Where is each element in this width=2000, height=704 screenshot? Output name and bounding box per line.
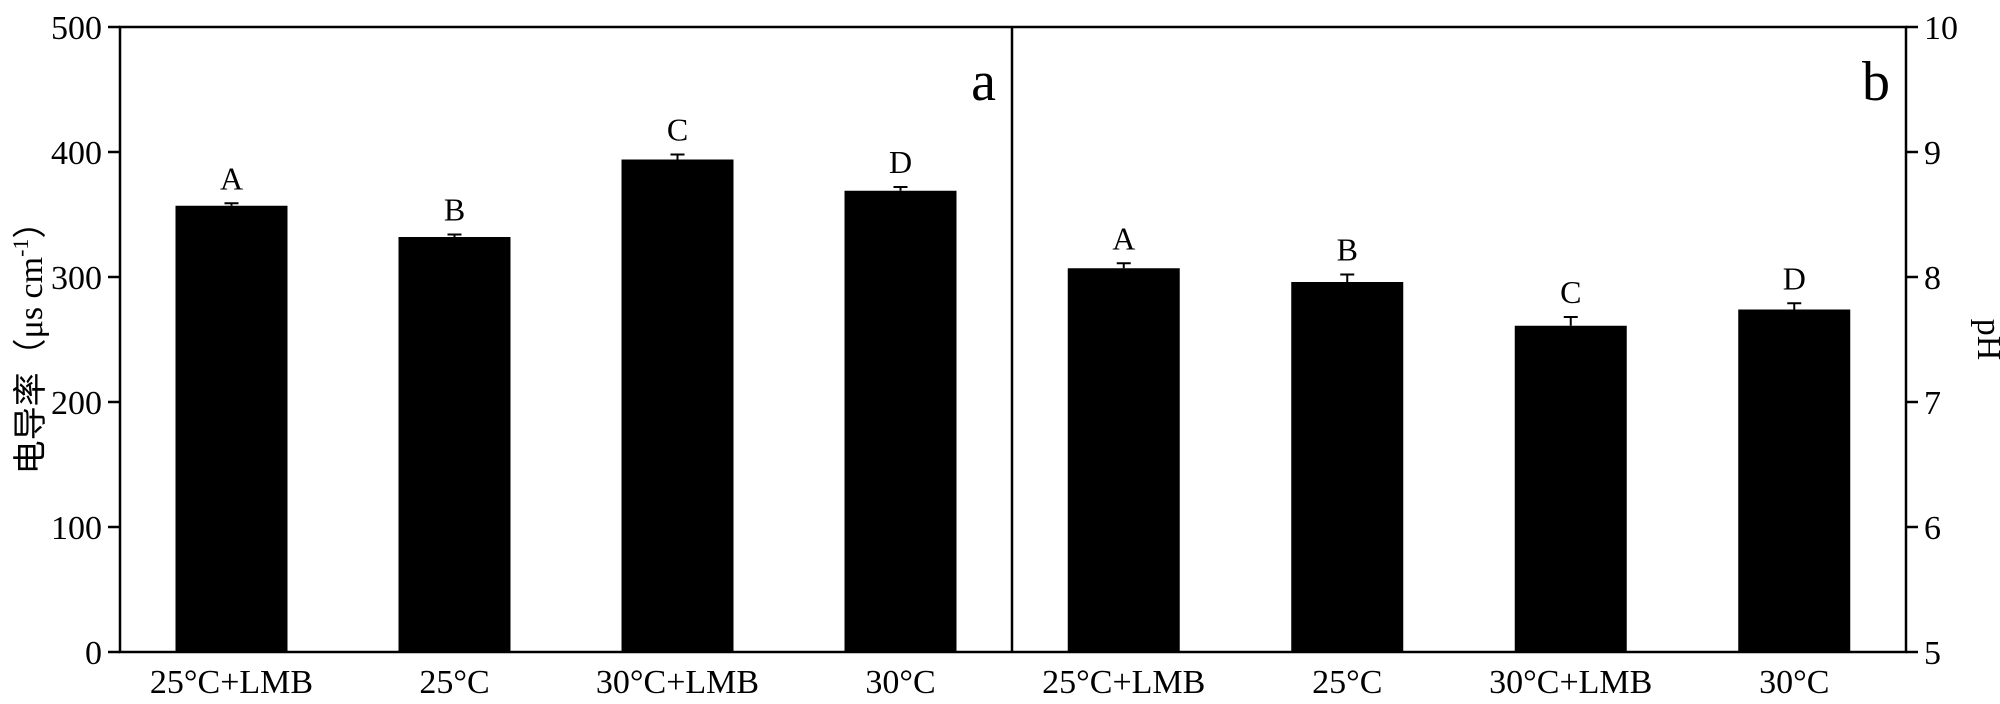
significance-label: C [667,112,688,148]
y-axis-title-main: 电导率（μs cm [12,257,50,475]
significance-label: D [889,144,912,180]
y-tick-label: 200 [51,385,102,422]
significance-label: A [220,160,243,196]
bar [844,190,957,652]
y-tick-label: 400 [51,135,102,172]
y-axis-title: 电导率（μs cm-1） [8,205,50,475]
category-label: 30°C [865,664,935,701]
y-tick-label: 5 [1924,635,1941,672]
significance-label: B [444,192,465,228]
y-axis-title-close: ） [12,205,50,239]
significance-label: A [1112,220,1135,256]
bar [1291,282,1404,652]
y-axis-title-sup: -1 [8,239,33,257]
y-tick-label: 7 [1924,385,1941,422]
category-label: 25°C+LMB [1042,664,1205,701]
bar [1514,325,1627,652]
y-tick-label: 300 [51,260,102,297]
bar [175,205,288,652]
category-label: 30°C [1759,664,1829,701]
category-label: 30°C+LMB [596,664,759,701]
bar [398,237,511,652]
panel-a: A 25°C+LMB B 25°C C 30°C+LMB D 30°C 0 100 200 300 40… [8,10,996,701]
significance-label: B [1337,232,1358,268]
y-tick-label: 100 [51,510,102,547]
y-tick-label: 10 [1924,10,1958,47]
category-label: 25°C [419,664,489,701]
significance-label: D [1783,260,1806,296]
y-tick-label: 8 [1924,260,1941,297]
y-axis-title: pH [1970,319,2000,361]
category-label: 25°C+LMB [150,664,313,701]
panel-b: A 25°C+LMB B 25°C C 30°C+LMB D 30°C 5 6 7 8 9 10 b pH [1042,10,2000,701]
panel-label: b [1862,51,1890,113]
category-label: 30°C+LMB [1489,664,1652,701]
significance-label: C [1560,274,1581,310]
y-tick-label: 9 [1924,135,1941,172]
bar [621,159,734,652]
bar [1738,309,1851,652]
category-label: 25°C [1312,664,1382,701]
y-tick-label: 6 [1924,510,1941,547]
y-tick-label: 0 [85,635,102,672]
bar [1067,268,1180,652]
y-tick-label: 500 [51,10,102,47]
panel-label: a [971,51,996,113]
